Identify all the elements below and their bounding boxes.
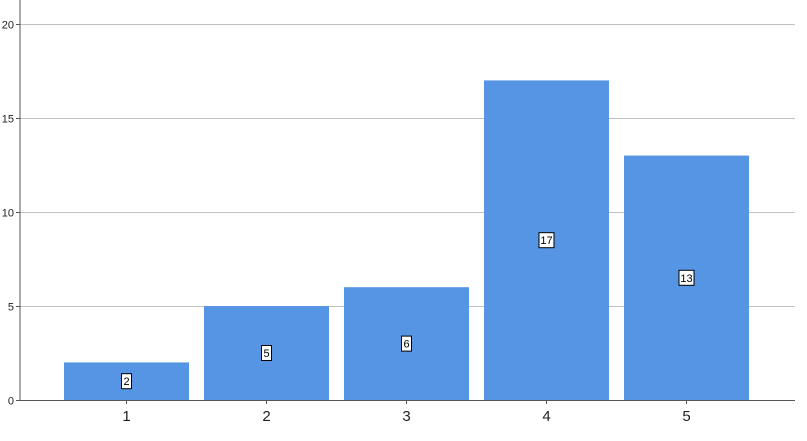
x-tick-label: 4 — [542, 408, 550, 425]
y-axis: 0 5 10 15 20 — [2, 0, 21, 408]
data-label-box — [678, 269, 695, 286]
data-label: 6 — [403, 339, 409, 351]
x-tick-label: 1 — [122, 408, 130, 425]
bars: 2 5 6 17 13 — [64, 80, 749, 401]
y-tick-label: 5 — [8, 302, 14, 314]
data-label-box — [401, 335, 412, 352]
data-label: 17 — [540, 235, 552, 247]
y-tick-label: 15 — [2, 114, 14, 126]
y-tick-label: 0 — [8, 396, 14, 408]
x-tick-label: 2 — [262, 408, 270, 425]
data-label: 13 — [680, 273, 692, 285]
data-label-box — [261, 345, 272, 361]
y-tick-label: 10 — [2, 208, 14, 220]
x-tick-label: 5 — [682, 408, 690, 425]
y-tick-label: 20 — [2, 20, 14, 32]
data-label-box — [121, 373, 132, 390]
data-label-box — [538, 232, 555, 249]
x-tick-label: 3 — [402, 408, 410, 425]
data-label: 5 — [263, 348, 269, 360]
x-axis: 1 2 3 4 5 — [20, 400, 795, 425]
data-label: 2 — [123, 376, 129, 388]
